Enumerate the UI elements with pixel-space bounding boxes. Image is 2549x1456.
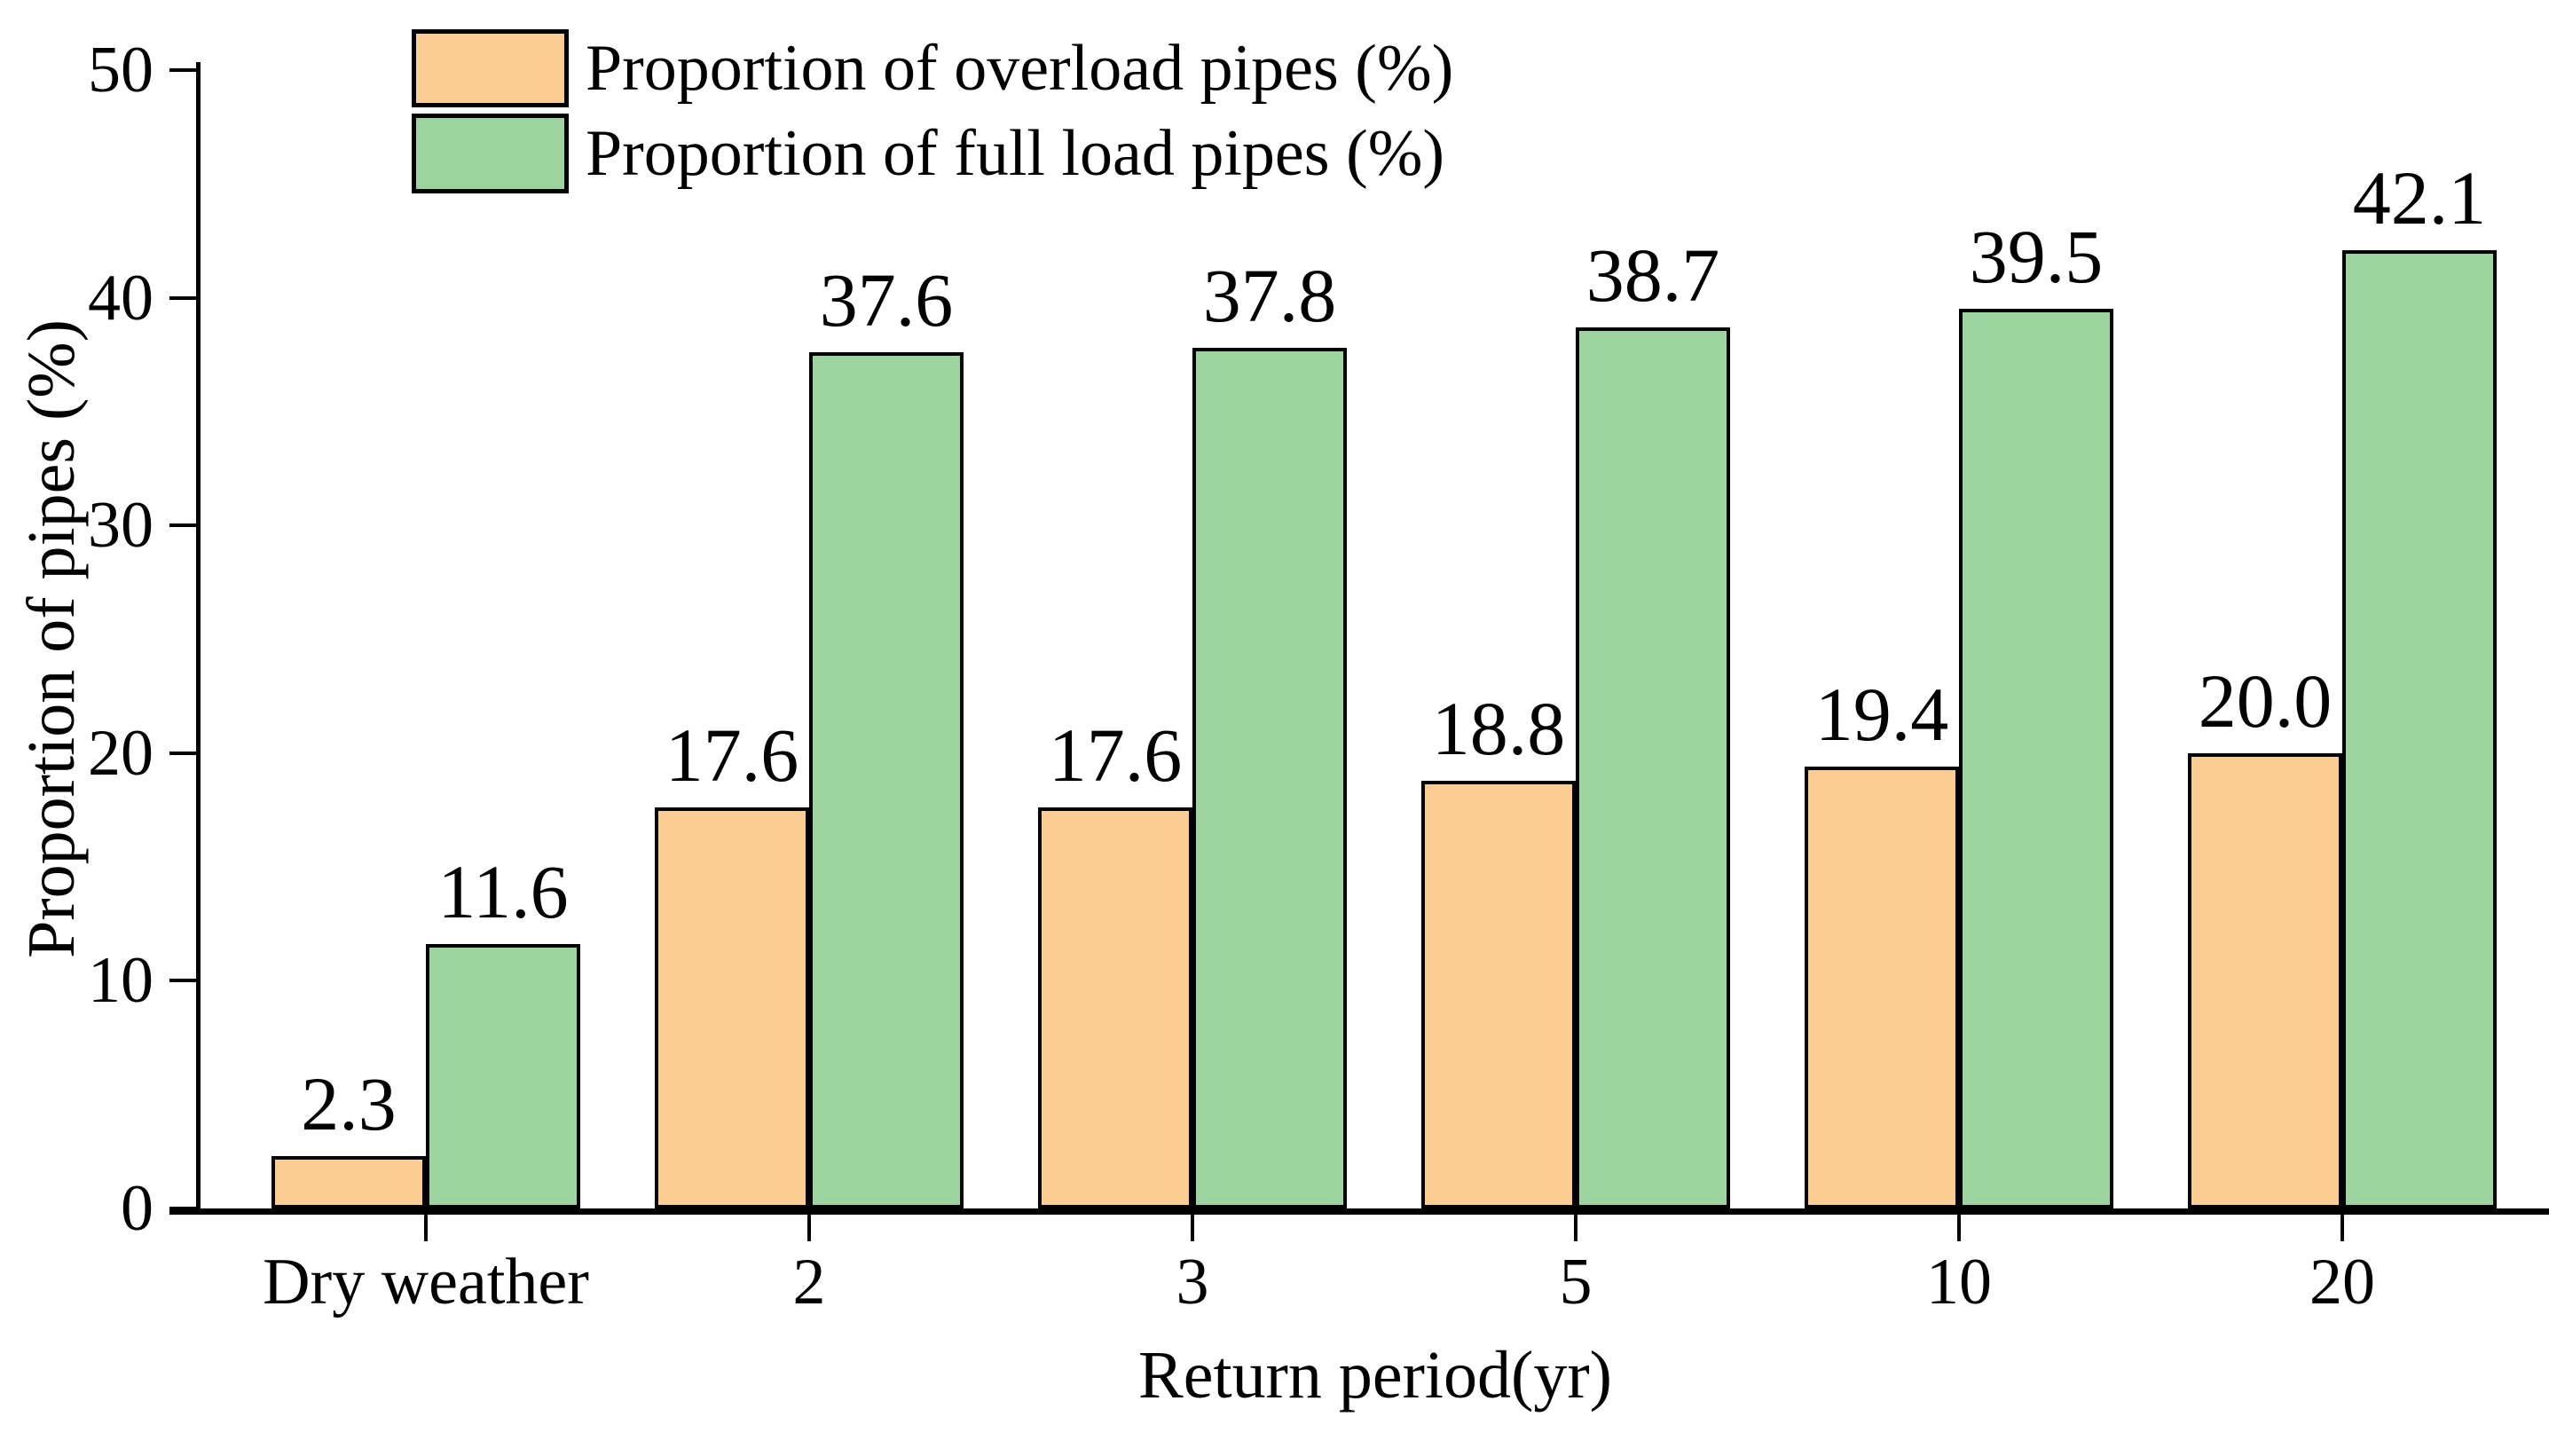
x-axis-title: Return period(yr) [1138,1338,1612,1413]
x-tick [807,1215,811,1241]
y-tick-label: 20 [88,716,153,790]
y-tick-label: 30 [88,489,153,563]
full-load-bar [1192,348,1347,1208]
overload-bar [1805,767,1959,1208]
y-tick [169,751,196,755]
y-tick [169,295,196,300]
overload-bar [1421,780,1576,1208]
full-load-bar [809,352,964,1208]
x-tick [1574,1215,1577,1241]
legend-swatch-full-load [412,114,569,193]
full-load-bar [426,944,580,1208]
bar-value-label: 37.6 [819,257,954,343]
x-axis-spine [169,1208,2549,1215]
bar-value-label: 37.8 [1202,253,1337,339]
y-tick [169,68,196,72]
x-tick [1957,1215,1961,1241]
x-tick-label: 10 [1926,1246,1992,1318]
bar-value-label: 19.4 [1814,672,1949,758]
overload-bar [2188,752,2342,1208]
y-tick [169,523,196,528]
legend-label: Proportion of overload pipes (%) [586,32,1454,105]
x-tick-label: 2 [792,1246,826,1318]
x-tick-label: 5 [1559,1246,1593,1318]
y-axis-spine [196,62,201,1215]
y-tick [169,979,196,983]
bar-value-label: 20.0 [2198,657,2333,744]
y-tick-label: 40 [88,261,153,334]
x-tick-label: Dry weather [263,1246,589,1318]
legend-label: Proportion of full load pipes (%) [586,117,1444,190]
x-tick [2341,1215,2344,1241]
full-load-bar [1576,327,1730,1208]
full-load-bar [2342,249,2497,1208]
y-tick [169,1207,196,1210]
bar-value-label: 18.8 [1431,685,1566,771]
overload-bar [1038,807,1192,1208]
full-load-bar [1959,309,2113,1208]
x-tick-label: 3 [1176,1246,1209,1318]
bar-value-label: 17.6 [665,712,799,799]
y-axis-title: Proportion of pipes (%) [14,319,89,958]
bar-value-label: 38.7 [1585,232,1720,318]
legend-swatch-overload [412,29,569,107]
overload-bar [271,1155,426,1208]
bar-value-label: 2.3 [301,1060,397,1146]
y-tick-label: 0 [121,1172,153,1245]
y-tick-label: 50 [88,34,153,106]
y-tick-label: 10 [88,944,153,1018]
bar-value-label: 17.6 [1048,712,1183,799]
x-tick [1191,1215,1194,1241]
bar-value-label: 11.6 [437,849,569,935]
x-tick-label: 20 [2309,1246,2375,1318]
bar-value-label: 42.1 [2352,154,2487,240]
x-tick [424,1215,428,1241]
bar-value-label: 39.5 [1969,214,2104,300]
overload-bar [655,807,809,1208]
